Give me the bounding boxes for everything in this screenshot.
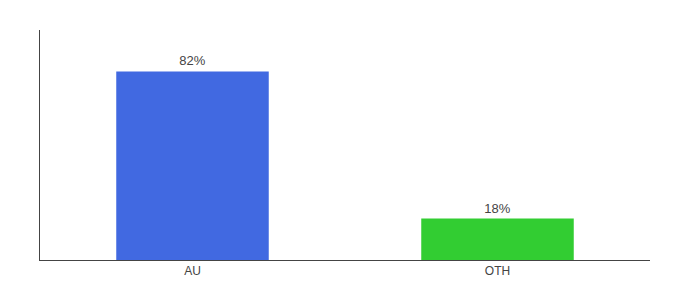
svg-text:AU: AU xyxy=(184,264,201,278)
svg-text:82%: 82% xyxy=(179,53,205,68)
svg-text:18%: 18% xyxy=(484,201,510,216)
svg-text:OTH: OTH xyxy=(485,264,510,278)
